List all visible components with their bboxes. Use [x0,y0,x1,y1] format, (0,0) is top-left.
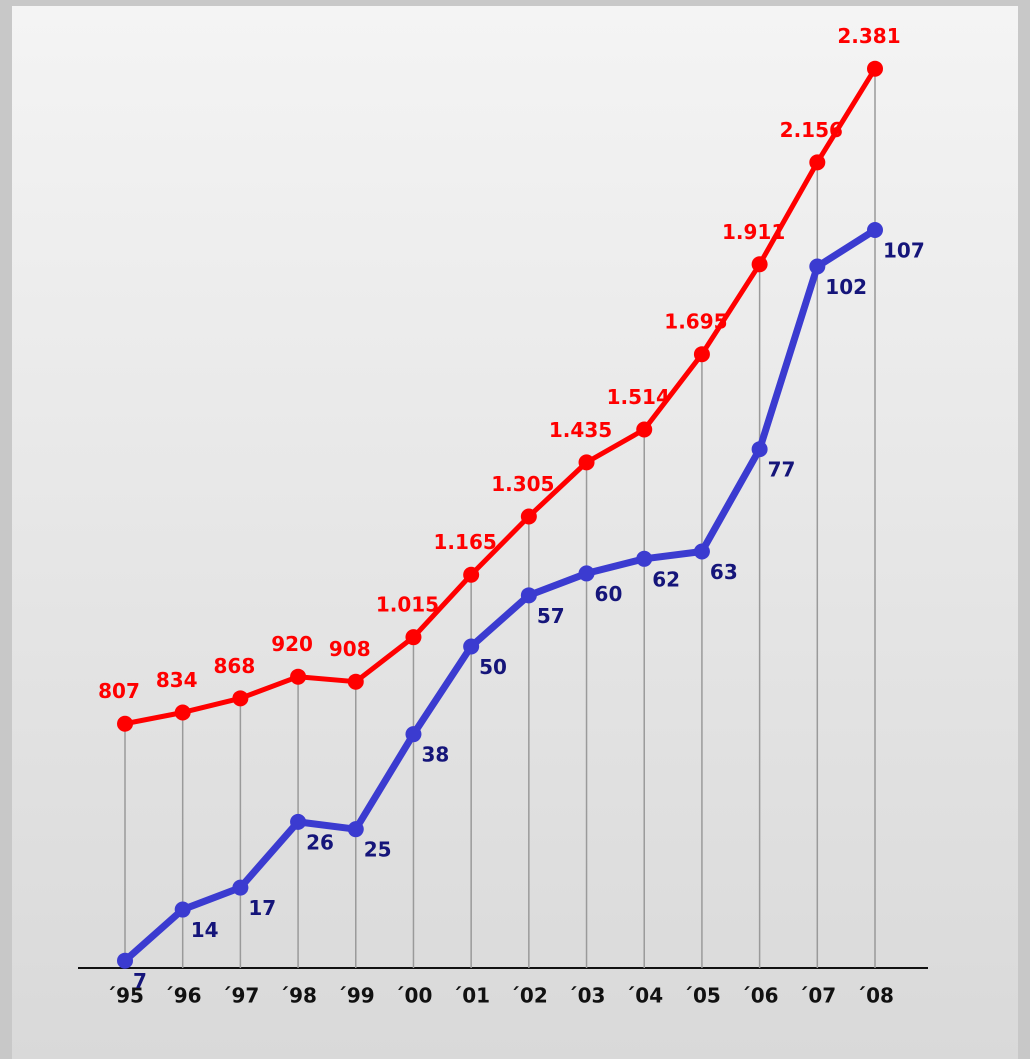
series-line [122,227,877,964]
data-point [867,221,883,238]
data-label: 17 [248,896,276,920]
x-tick-label: ´08 [856,984,894,1008]
x-tick-label: ´99 [337,984,375,1008]
data-point [117,715,133,732]
data-label: 1.514 [607,385,670,409]
data-label: 62 [652,567,680,591]
data-point [232,879,249,896]
data-label: 102 [825,275,867,299]
data-point [751,441,768,458]
data-label: 868 [214,654,256,678]
x-tick-label: ´97 [221,984,259,1008]
data-point [693,346,710,363]
data-label: 7 [133,969,147,993]
data-label: 57 [537,604,565,628]
data-label: 1.015 [376,593,439,617]
data-point [174,901,191,918]
data-point [347,821,364,838]
data-point [867,60,883,77]
data-label: 26 [306,830,334,854]
data-label: 63 [710,560,738,584]
data-label: 107 [883,238,925,262]
data-label: 807 [98,679,140,703]
data-label: 908 [329,637,371,661]
data-point [578,454,595,471]
data-label: 60 [595,582,623,606]
data-point [232,690,249,707]
data-point [405,726,422,743]
data-label: 50 [479,655,507,679]
data-point [751,256,768,273]
x-tick-label: ´02 [510,984,548,1008]
data-point [290,813,307,830]
data-point [520,587,537,604]
x-tick-label: ´04 [625,984,663,1008]
data-label: 1.305 [491,472,554,496]
series-line [124,67,878,727]
data-point [809,258,826,275]
x-tick-label: ´07 [798,984,836,1008]
data-point [636,550,653,567]
x-tick-label: ´98 [279,984,317,1008]
x-tick-label: ´06 [741,984,779,1008]
data-label: 2.156 [780,118,843,142]
data-point [809,154,826,171]
x-tick-label: ´03 [568,984,606,1008]
x-tick-label: ´96 [164,984,202,1008]
data-label: 38 [421,743,449,767]
x-tick-label: ´01 [452,984,490,1008]
data-label: 834 [156,668,198,692]
data-point [463,638,480,655]
data-label: 77 [768,458,796,482]
data-label: 920 [271,632,313,656]
data-point [693,543,710,560]
data-point [636,421,653,438]
x-tick-label: ´05 [683,984,721,1008]
data-point [117,952,133,969]
data-label: 14 [191,918,219,942]
data-label: 1.435 [549,418,612,442]
data-point [578,565,595,582]
x-tick-label: ´00 [395,984,433,1008]
data-point [405,629,422,646]
data-label: 2.381 [837,24,900,48]
data-point [174,704,191,721]
data-point [347,673,364,690]
data-label: 1.911 [722,220,785,244]
data-label: 1.695 [664,310,727,334]
data-label: 1.165 [434,530,497,554]
data-point [520,508,537,525]
data-point [290,668,307,685]
data-point [463,566,480,583]
x-tick-label: ´95 [106,984,144,1008]
data-label: 25 [364,838,392,862]
